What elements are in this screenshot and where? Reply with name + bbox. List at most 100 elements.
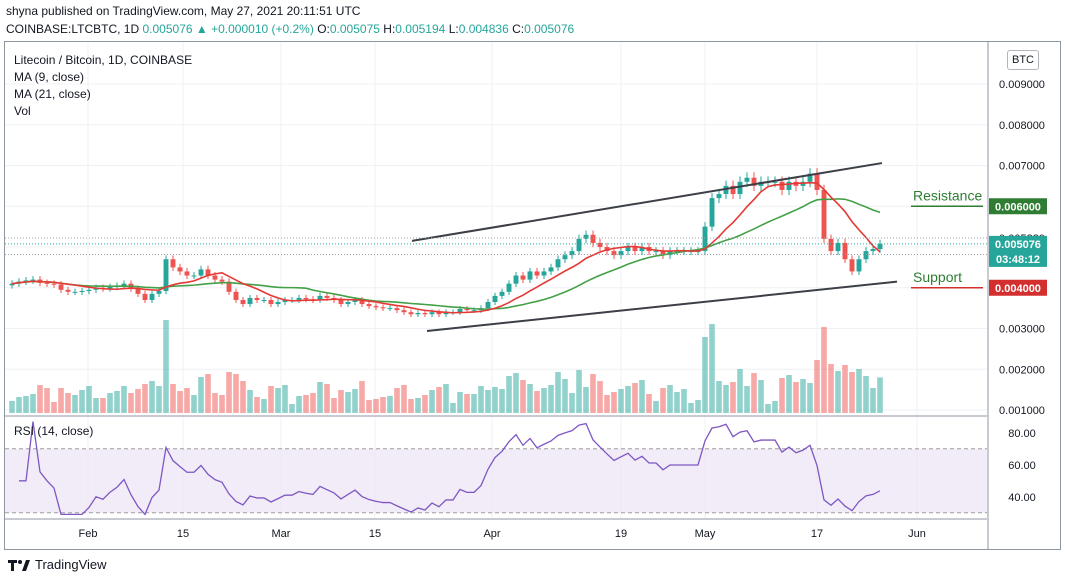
volume-bar — [562, 379, 568, 413]
volume-bar — [541, 388, 547, 413]
publisher-line: shyna published on TradingView.com, May … — [6, 4, 361, 18]
ma21-line — [11, 198, 881, 310]
candle-body — [373, 306, 379, 308]
volume-bar — [618, 389, 624, 413]
x-axis-tick-label: Feb — [79, 528, 98, 540]
volume-bar — [646, 394, 652, 413]
candle-body — [254, 297, 260, 300]
candle-body — [520, 275, 526, 280]
candle-body — [527, 271, 533, 280]
volume-bar — [793, 382, 799, 413]
candle-body — [443, 312, 449, 315]
x-axis-tick-label: May — [695, 528, 716, 540]
price-badge — [989, 235, 1047, 252]
price-badge — [989, 279, 1047, 296]
candle-body — [30, 279, 36, 281]
candle-body — [58, 284, 64, 290]
candle-body — [653, 251, 659, 253]
volume-bar — [86, 386, 92, 413]
candle-body — [779, 181, 785, 190]
volume-bar — [660, 388, 666, 413]
volume-bar — [51, 402, 57, 413]
candle-body — [576, 238, 582, 252]
volume-bar — [177, 391, 183, 413]
volume-bar — [331, 398, 337, 413]
y-axis-tick-label: 0.001000 — [999, 405, 1045, 417]
candle-body — [457, 308, 463, 313]
candle-body — [268, 299, 274, 305]
volume-bar — [107, 393, 113, 413]
volume-bar — [296, 396, 302, 413]
price-badge-label: 0.006000 — [995, 201, 1041, 213]
currency-button[interactable]: BTC — [1007, 50, 1039, 70]
tradingview-logo-icon — [8, 559, 30, 571]
volume-bar — [30, 394, 36, 413]
y-axis-tick-label: 0.002000 — [999, 364, 1045, 376]
volume-bar — [345, 392, 351, 413]
candle-body — [359, 299, 365, 305]
volume-bar — [261, 399, 267, 413]
candle-body — [338, 299, 344, 305]
volume-bar — [37, 385, 43, 413]
volume-bar — [520, 380, 526, 413]
volume-bar — [72, 395, 78, 413]
volume-bar — [800, 379, 806, 413]
volume-bar — [534, 391, 540, 413]
candle-body — [177, 267, 183, 272]
candle-body — [282, 299, 288, 303]
volume-bar — [569, 393, 575, 413]
volume-bar — [709, 324, 715, 413]
candle-body — [44, 282, 50, 284]
candle-body — [716, 194, 722, 199]
support-annotation: Support — [913, 269, 962, 285]
candle-body — [156, 291, 162, 294]
volume-bar — [758, 380, 764, 413]
volume-bar — [863, 376, 869, 413]
volume-bar — [282, 385, 288, 413]
legend-vol[interactable]: Vol — [14, 104, 31, 118]
candle-body — [135, 288, 141, 294]
candle-body — [660, 251, 666, 256]
volume-bar — [786, 375, 792, 413]
candle-body — [534, 271, 540, 276]
candle-body — [226, 281, 232, 292]
candle-body — [583, 234, 589, 239]
candle-body — [142, 293, 148, 300]
candle-body — [772, 181, 778, 183]
volume-bar — [65, 393, 71, 413]
ma9-line — [11, 181, 881, 314]
volume-bar — [604, 395, 610, 413]
volume-bar — [198, 377, 204, 413]
rsi-legend[interactable]: RSI (14, close) — [14, 424, 94, 438]
open-label: O: — [317, 22, 330, 36]
volume-bar — [149, 381, 155, 413]
candle-body — [205, 269, 211, 276]
footer-branding[interactable]: TradingView — [8, 557, 107, 572]
volume-bar — [723, 385, 729, 413]
symbol-label: COINBASE:LTCBTC, 1D — [6, 22, 140, 36]
candle-body — [345, 302, 351, 305]
volume-bar — [310, 393, 316, 413]
candle-body — [408, 312, 414, 315]
legend-ma21[interactable]: MA (21, close) — [14, 87, 91, 101]
volume-bar — [394, 388, 400, 413]
candle-body — [324, 295, 330, 298]
volume-bar — [135, 389, 141, 413]
candle-body — [702, 226, 708, 252]
rsi-line — [19, 421, 881, 516]
volume-bar — [443, 384, 449, 413]
volume-bar — [506, 376, 512, 413]
candle-body — [842, 242, 848, 260]
rsi-band-fill — [5, 448, 987, 513]
rsi-tick-label: 80.00 — [1008, 428, 1036, 440]
close-value: 0.005076 — [524, 22, 575, 36]
volume-bar — [611, 392, 617, 413]
volume-bar — [744, 386, 750, 413]
candle-body — [499, 291, 505, 296]
candle-body — [366, 304, 372, 307]
legend-ma9[interactable]: MA (9, close) — [14, 70, 85, 84]
candle-body — [317, 295, 323, 300]
candle-body — [849, 259, 855, 272]
volume-bar — [877, 377, 883, 413]
